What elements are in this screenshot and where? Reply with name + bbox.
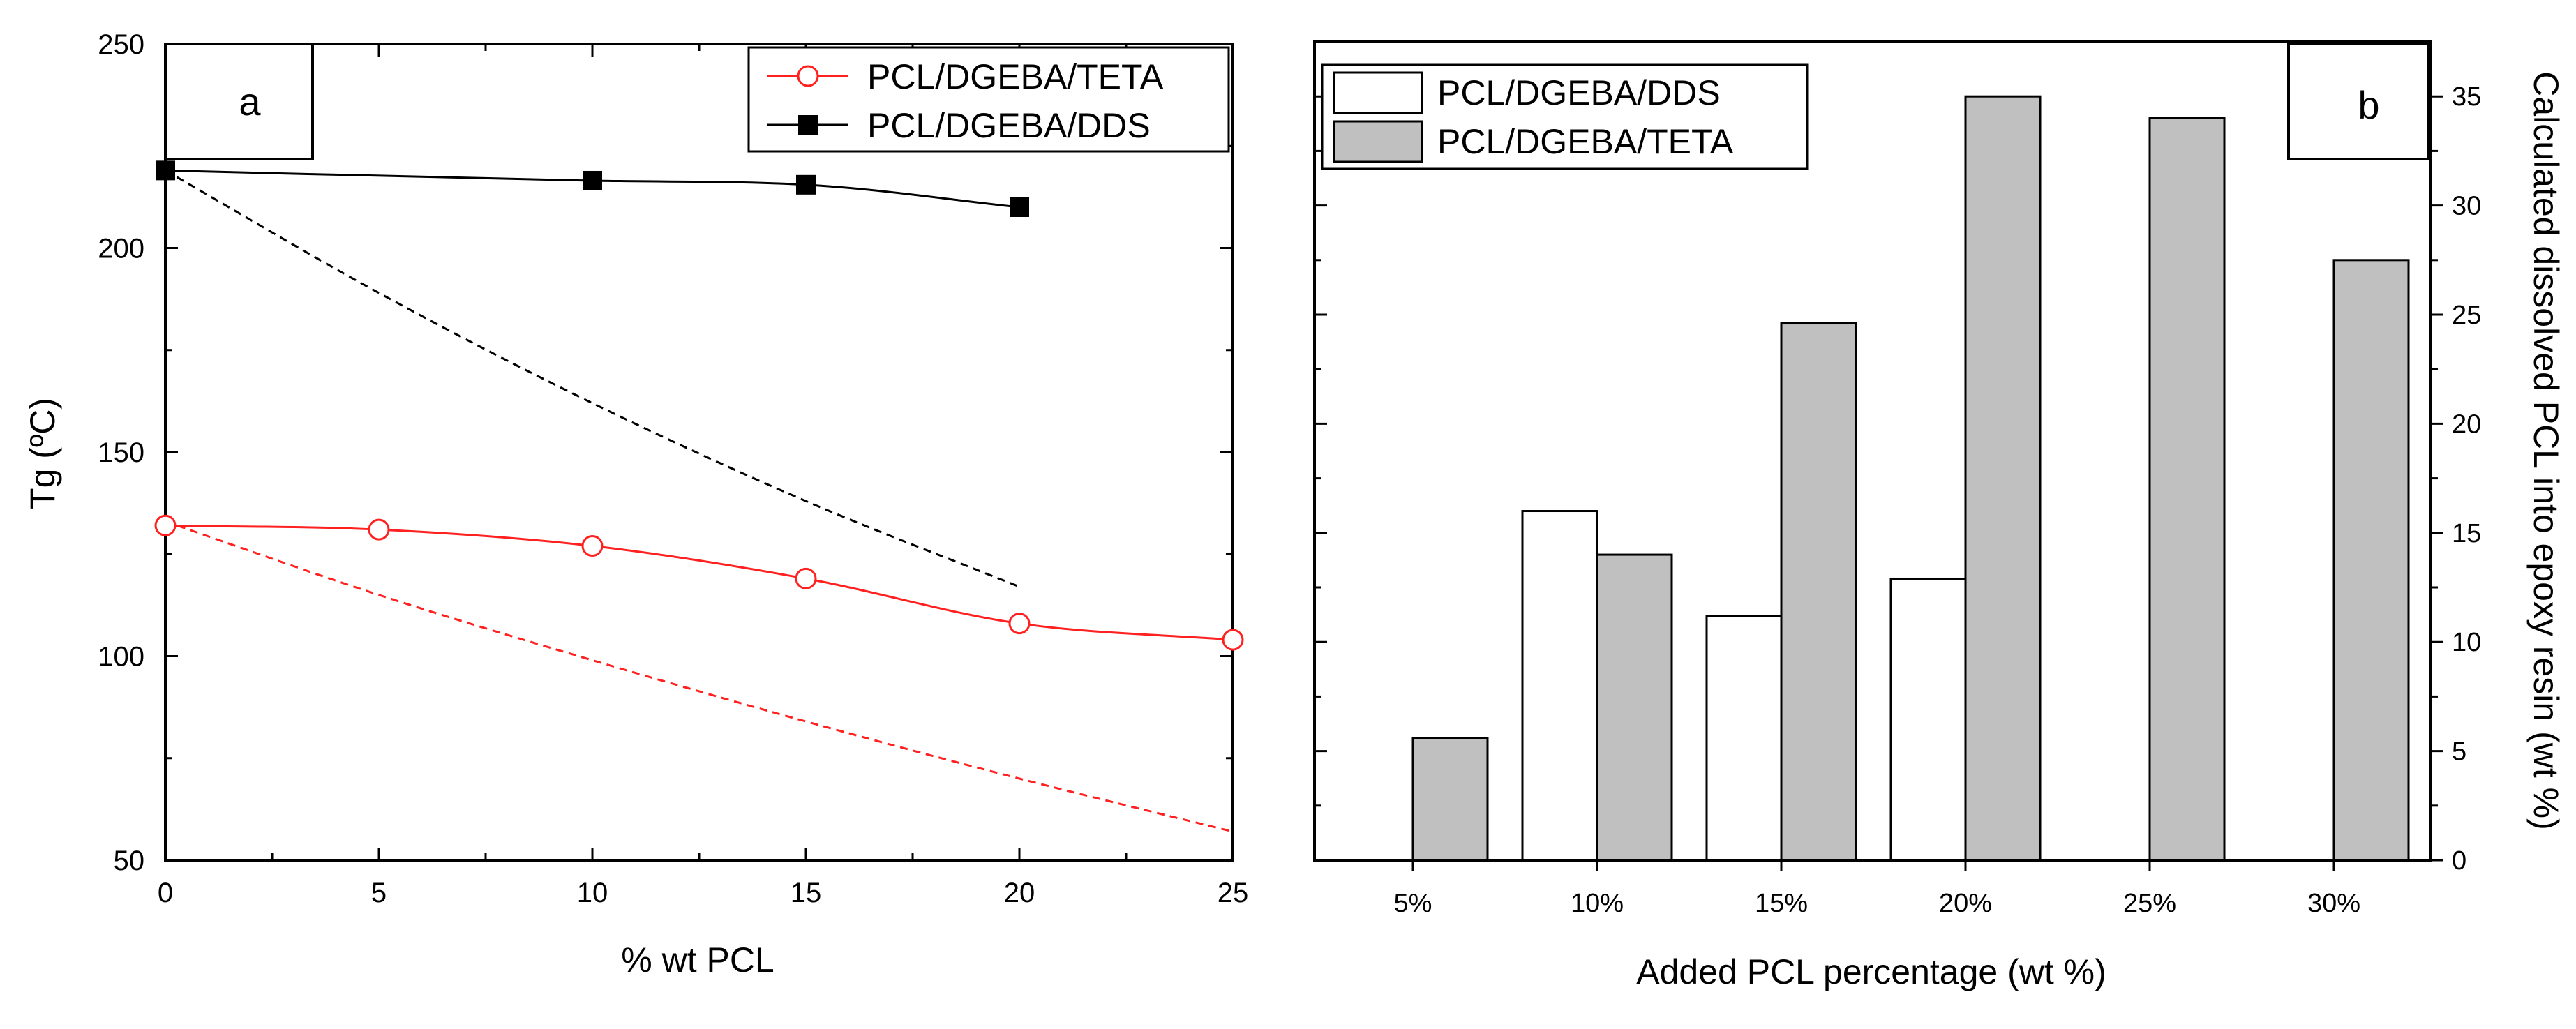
- b-bar-pcl-dgeba-teta-25: [2148, 117, 2226, 862]
- b-bar-pcl-dgeba-teta-30: [2332, 259, 2410, 862]
- panel-a-label-box: [164, 43, 314, 160]
- a-point-pcl-dgeba-dds-20: [1010, 197, 1029, 217]
- a-point-pcl-dgeba-teta-5: [368, 518, 390, 541]
- a-series-line-pcl-dgeba-dds: [165, 169, 1020, 209]
- panel-b-label-box: [2287, 43, 2429, 160]
- a-xtick-label-5: 5: [371, 878, 387, 908]
- b-ytick-label-30: 30: [2452, 192, 2481, 221]
- b-bar-pcl-dgeba-teta-5: [1411, 737, 1489, 862]
- panel-a-ticks: 0 5 10 15 20 25 50 100 150 200 250: [98, 29, 1248, 908]
- panel-a-series-lines: [165, 169, 1234, 641]
- a-xtick-label-25: 25: [1218, 878, 1249, 908]
- panel-a-legend: PCL/DGEBA/TETA PCL/DGEBA/DDS: [747, 46, 1230, 153]
- b-ytick-label-10: 10: [2452, 628, 2481, 657]
- panel-b-bar-chart: 5% 10% 15% 20% 25% 30% 0 5 10 15 20 25 30 35 Calculat…: [1313, 40, 2566, 991]
- panel-b-label: b: [2358, 83, 2379, 127]
- a-point-pcl-dgeba-dds-15: [796, 174, 816, 195]
- a-point-pcl-dgeba-teta-20: [1008, 613, 1031, 635]
- b-xtick-label-5: 5%: [1394, 889, 1432, 918]
- legend-swatch-teta: [1333, 120, 1423, 163]
- b-ytick-label-0: 0: [2452, 846, 2466, 876]
- legend-label-teta: PCL/DGEBA/TETA: [867, 57, 1164, 96]
- b-bar-pcl-dgeba-teta-10: [1596, 553, 1673, 862]
- legend-label-dds: PCL/DGEBA/DDS: [867, 106, 1151, 145]
- b-xtick-label-20: 20%: [1939, 889, 1992, 918]
- panel-a-label: a: [239, 80, 261, 123]
- a-ytick-label-200: 200: [98, 234, 144, 264]
- a-point-pcl-dgeba-teta-25: [1222, 629, 1244, 651]
- a-dashed-reference-line-1: [165, 170, 1020, 588]
- b-ytick-label-15: 15: [2452, 519, 2481, 548]
- b-xtick-label-10: 10%: [1571, 889, 1624, 918]
- b-xtick-label-25: 25%: [2123, 889, 2176, 918]
- a-point-pcl-dgeba-teta-0: [154, 514, 177, 536]
- a-point-pcl-dgeba-teta-10: [581, 535, 604, 557]
- a-point-pcl-dgeba-dds-10: [583, 170, 602, 190]
- b-ytick-label-5: 5: [2452, 737, 2466, 767]
- b-ytick-label-25: 25: [2452, 301, 2481, 330]
- a-xtick-label-15: 15: [791, 878, 822, 908]
- panel-b-y-axis-label: Calculated dissolved PCL into epoxy resi…: [2526, 71, 2566, 830]
- panel-a-x-axis-label: % wt PCL: [621, 940, 774, 979]
- legend-label-b-teta: PCL/DGEBA/TETA: [1437, 122, 1734, 161]
- a-xtick-label-0: 0: [158, 878, 173, 908]
- panel-b-legend: PCL/DGEBA/DDS PCL/DGEBA/TETA: [1321, 63, 1809, 170]
- panel-b-bars: [1411, 95, 2410, 862]
- b-bar-pcl-dgeba-dds-20: [1889, 577, 1967, 862]
- a-point-pcl-dgeba-dds-0: [156, 160, 175, 181]
- a-series-line-pcl-dgeba-teta: [165, 524, 1234, 641]
- panel-a-plot-frame: [164, 43, 1234, 862]
- b-bar-pcl-dgeba-teta-20: [1964, 95, 2042, 862]
- b-xtick-label-30: 30%: [2307, 889, 2360, 918]
- b-bar-pcl-dgeba-dds-10: [1521, 510, 1598, 862]
- legend-marker-teta: [797, 65, 819, 87]
- a-xtick-label-10: 10: [577, 878, 608, 908]
- a-ytick-label-50: 50: [114, 846, 145, 876]
- a-dashed-reference-line-0: [165, 520, 1234, 833]
- a-ytick-label-250: 250: [98, 29, 144, 60]
- panel-b-x-axis-label: Added PCL percentage (wt %): [1636, 952, 2106, 991]
- b-ytick-label-20: 20: [2452, 410, 2481, 439]
- panel-a-dashed-lines: [165, 170, 1234, 833]
- b-bar-pcl-dgeba-dds-15: [1705, 615, 1783, 862]
- b-ytick-label-35: 35: [2452, 82, 2481, 112]
- a-ytick-label-150: 150: [98, 437, 144, 468]
- panel-a-y-axis-label: Tg (ºC): [23, 398, 62, 509]
- legend-label-b-dds: PCL/DGEBA/DDS: [1437, 73, 1721, 112]
- panel-b-plot-frame: [1313, 40, 2432, 862]
- panel-a-line-chart: 0 5 10 15 20 25 50 100 150 200 250 Tg (ºC) % wt PC…: [23, 29, 1248, 979]
- panel-b-ticks: 5% 10% 15% 20% 25% 30% 0 5 10 15 20 25 30 35: [1315, 82, 2481, 918]
- a-point-pcl-dgeba-teta-15: [795, 567, 817, 589]
- panel-a-markers: [154, 160, 1244, 651]
- a-xtick-label-20: 20: [1004, 878, 1035, 908]
- panel-a-legend-box: [747, 46, 1230, 153]
- legend-swatch-dds: [1333, 71, 1423, 114]
- a-ytick-label-100: 100: [98, 642, 144, 673]
- b-xtick-label-15: 15%: [1755, 889, 1808, 918]
- legend-marker-dds: [798, 115, 818, 135]
- b-bar-pcl-dgeba-teta-15: [1780, 322, 1857, 862]
